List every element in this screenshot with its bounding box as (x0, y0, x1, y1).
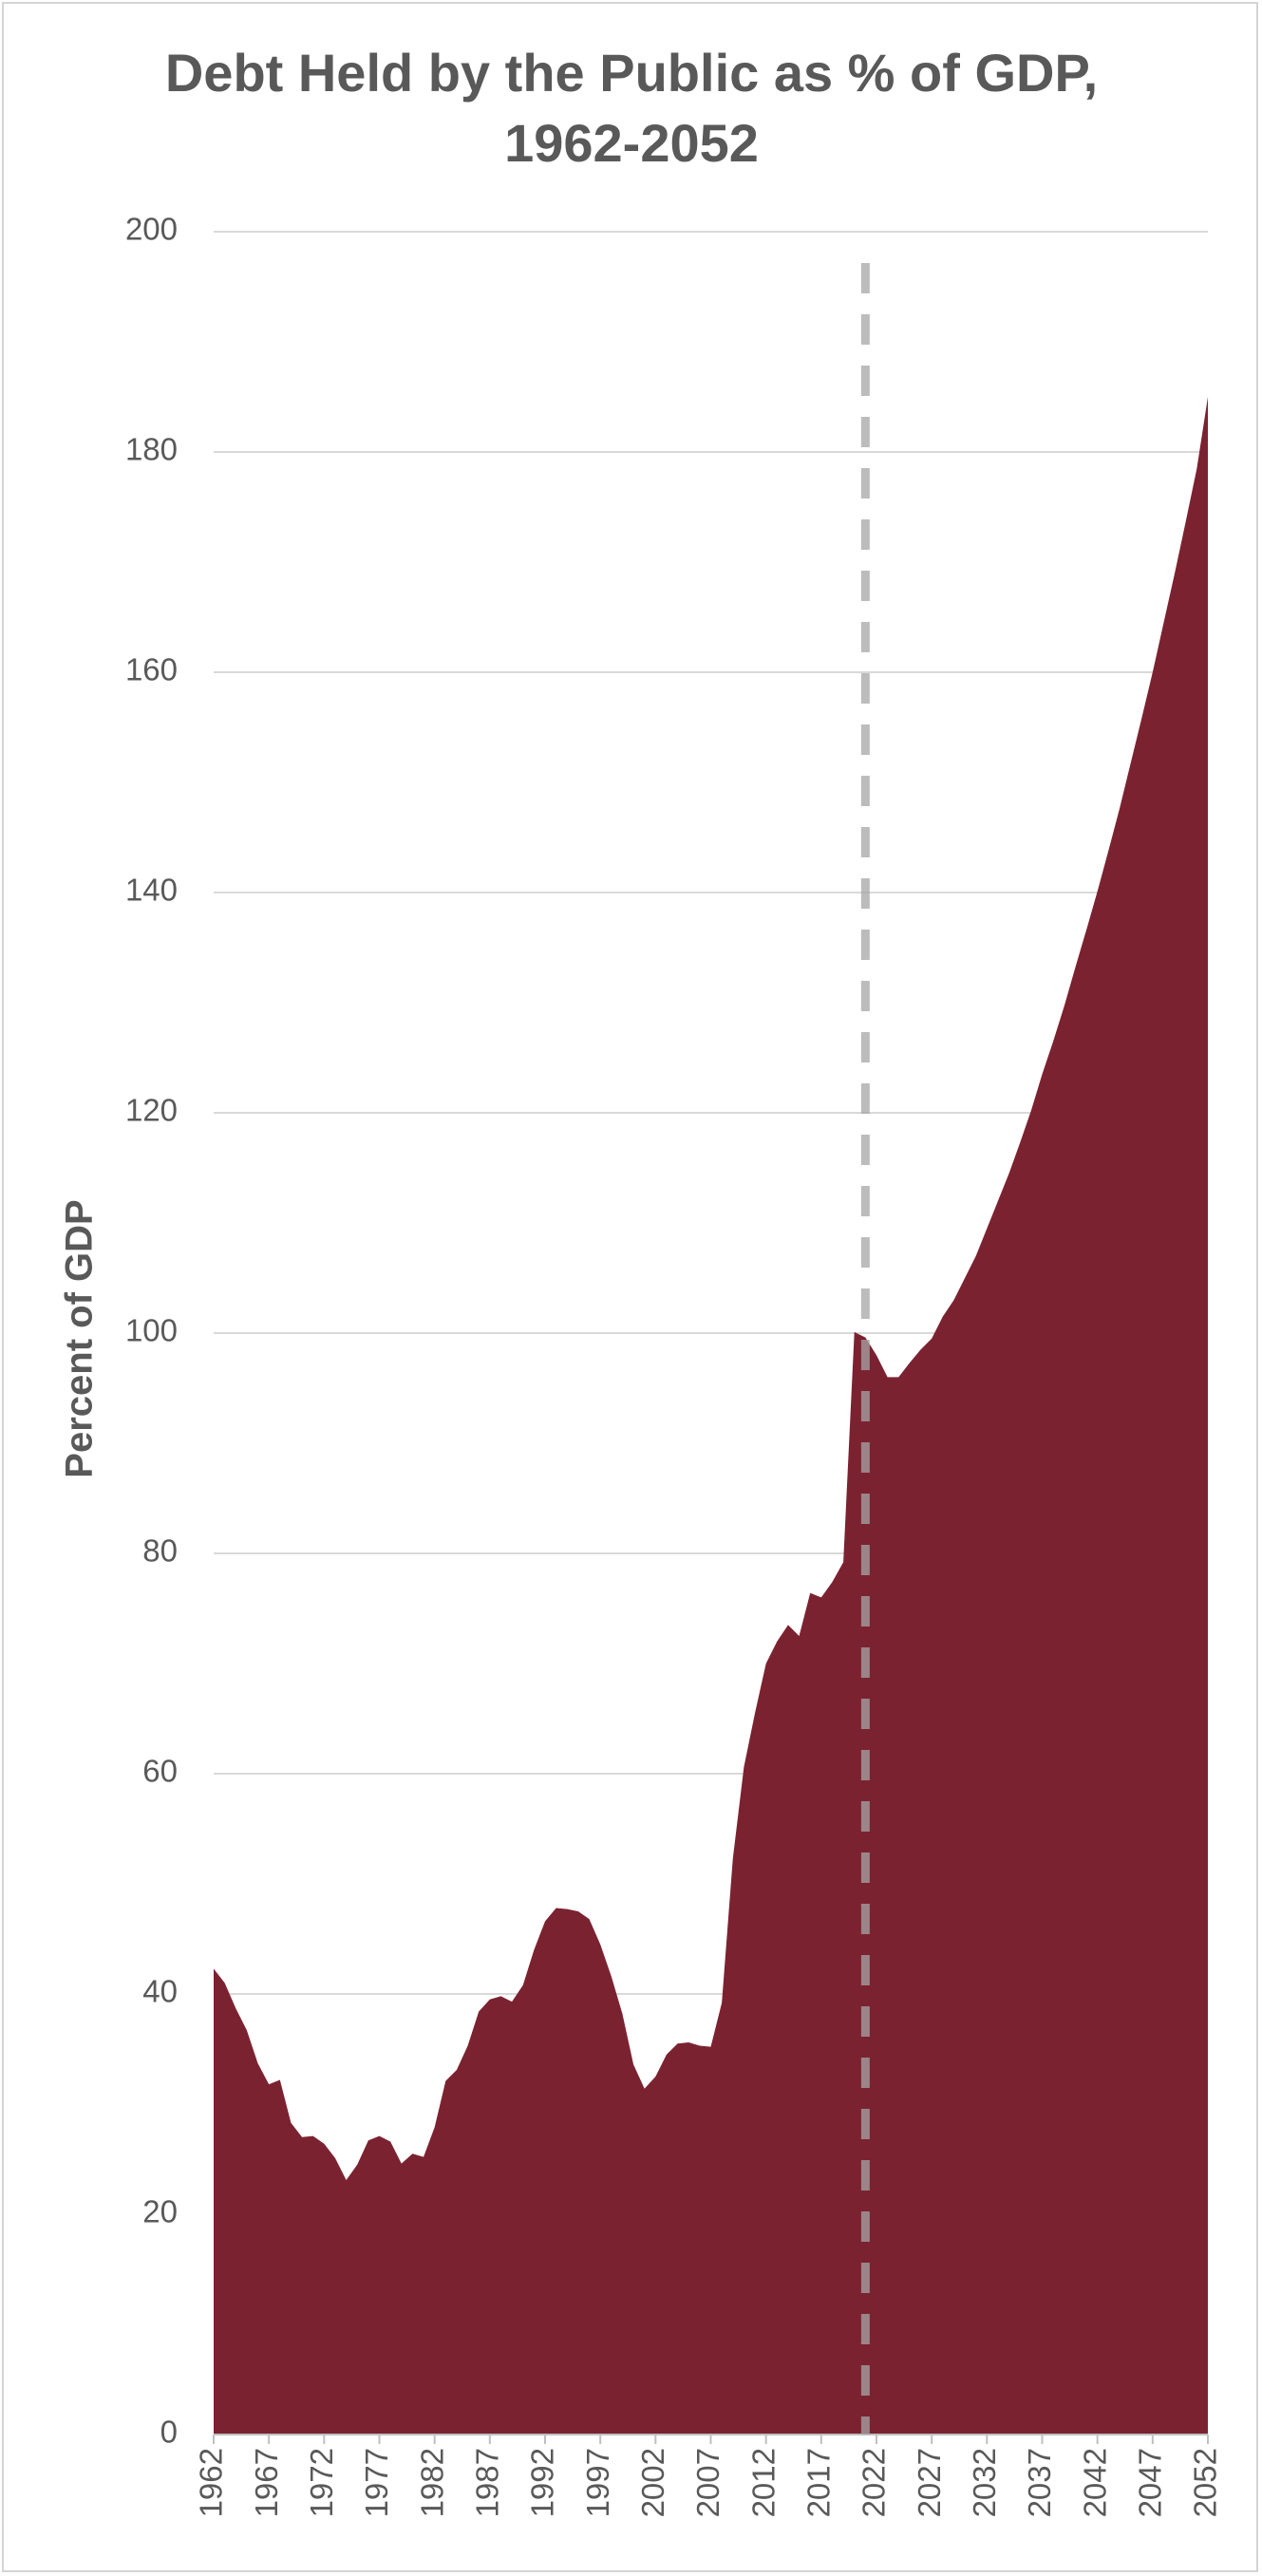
x-tick-label: 2022 (857, 2448, 892, 2517)
y-tick-label: 180 (125, 432, 178, 467)
x-tick-label: 1992 (525, 2448, 560, 2517)
y-axis-label: Percent of GDP (59, 1199, 101, 1477)
x-tick-label: 1972 (304, 2448, 339, 2517)
x-tick-label: 1987 (470, 2448, 505, 2517)
y-tick-label: 60 (142, 1754, 178, 1789)
x-tick-label: 1967 (249, 2448, 284, 2517)
y-tick-label: 100 (125, 1313, 178, 1348)
x-tick-label: 1997 (580, 2448, 615, 2517)
y-tick-label: 140 (125, 873, 178, 908)
x-tick-label: 2027 (912, 2448, 947, 2517)
y-tick-label: 0 (160, 2415, 178, 2450)
x-tick-label: 2017 (801, 2448, 837, 2517)
y-tick-label: 160 (125, 652, 178, 687)
x-tick-label: 2047 (1133, 2448, 1168, 2517)
area (214, 397, 1208, 2435)
x-tick-label: 2002 (635, 2448, 670, 2517)
y-tick-label: 200 (125, 212, 178, 247)
x-tick-label: 2037 (1022, 2448, 1057, 2517)
x-tick-label: 1982 (414, 2448, 449, 2517)
x-tick-label: 2007 (690, 2448, 725, 2517)
y-tick-label: 20 (142, 2194, 178, 2229)
chart-title: Debt Held by the Public as % of GDP, 196… (164, 43, 1099, 173)
x-tick-label: 1962 (194, 2448, 229, 2517)
x-tick-label: 2052 (1188, 2448, 1223, 2517)
x-tick-label: 2012 (745, 2448, 781, 2517)
x-tick-label: 2032 (967, 2448, 1002, 2517)
x-tick-label: 1977 (359, 2448, 394, 2517)
x-tick-label: 2042 (1077, 2448, 1112, 2517)
y-tick-label: 80 (142, 1533, 178, 1569)
y-tick-label: 120 (125, 1093, 178, 1128)
y-tick-label: 40 (142, 1974, 178, 2009)
